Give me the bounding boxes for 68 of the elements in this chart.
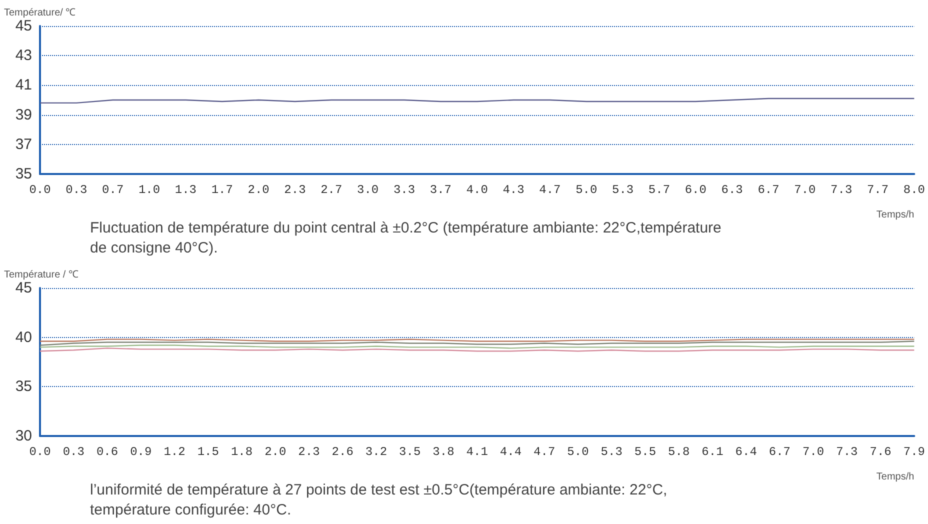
y-tick-label: 45 <box>15 18 32 34</box>
x-tick-label: 2.0 <box>248 183 270 197</box>
x-tick-label: 7.0 <box>802 445 824 459</box>
y-tick-label: 43 <box>15 47 32 64</box>
y-tick-label: 37 <box>15 136 32 153</box>
x-tick-label: 4.0 <box>466 183 488 197</box>
x-tick-label: 7.9 <box>903 445 926 459</box>
x-tick-label: 3.2 <box>365 445 388 459</box>
x-tick-label: 5.0 <box>576 183 598 197</box>
x-tick-label: 3.3 <box>393 183 416 197</box>
y-tick-label: 45 <box>15 280 32 296</box>
x-tick-label: 1.5 <box>197 445 219 459</box>
x-tick-label: 5.3 <box>600 445 622 459</box>
x-tick-label: 1.7 <box>211 183 233 197</box>
y-tick-label: 39 <box>15 106 32 124</box>
x-tick-label: 5.8 <box>668 445 690 459</box>
x-tick-label: 5.3 <box>612 183 634 197</box>
x-tick-label: 4.7 <box>534 445 556 459</box>
x-tick-label: 1.2 <box>164 445 186 459</box>
x-tick-label: 5.5 <box>634 445 656 459</box>
x-tick-label: 5.0 <box>567 445 589 459</box>
x-tick-label: 0.0 <box>29 445 51 459</box>
y-tick-label: 30 <box>15 428 32 444</box>
x-tick-label: 7.7 <box>866 183 889 197</box>
x-tick-label: 3.5 <box>399 445 421 459</box>
text: l’uniformité de température à 27 points de test est ±0.5°C(température ambiante: 22°C, température configurée: 40°C. <box>90 482 672 518</box>
x-tick-label: 6.3 <box>721 183 743 197</box>
x-tick-label: 5.7 <box>648 183 670 197</box>
x-tick-label: 6.0 <box>684 183 706 197</box>
x-tick-label: 1.8 <box>230 445 253 459</box>
x-tick-label: 1.0 <box>138 183 160 197</box>
y-tick-label: 35 <box>15 378 32 396</box>
x-tick-label: 0.3 <box>62 445 84 459</box>
x-axis-title: Temps/h <box>876 472 914 482</box>
x-tick-label: 7.6 <box>870 445 892 459</box>
x-tick-label: 2.3 <box>298 445 320 459</box>
x-tick-label: 2.3 <box>284 183 306 197</box>
x-tick-label: 2.6 <box>332 445 354 459</box>
x-tick-label: 0.3 <box>66 183 88 197</box>
x-tick-label: 0.0 <box>29 183 51 197</box>
x-tick-label: 3.8 <box>432 445 454 459</box>
x-tick-label: 7.3 <box>830 183 852 197</box>
x-tick-label: 4.3 <box>502 183 524 197</box>
x-tick-label: 7.3 <box>836 445 858 459</box>
x-tick-label: 0.9 <box>130 445 152 459</box>
x-tick-label: 2.0 <box>264 445 286 459</box>
y-tick-label: 40 <box>15 328 32 346</box>
y-axis-title: Température / ℃ <box>4 270 78 280</box>
x-tick-label: 4.4 <box>500 445 522 459</box>
x-tick-label: 3.0 <box>357 183 379 197</box>
x-tick-label: 0.6 <box>96 445 118 459</box>
x-tick-label: 1.3 <box>174 183 197 197</box>
x-tick-label: 2.7 <box>320 183 342 197</box>
x-tick-label: 6.7 <box>768 445 791 459</box>
text: Fluctuation de température du point central à ±0.2°C (température ambiante: 22°C,température de consigne 40°C). <box>90 220 726 256</box>
x-tick-label: 4.7 <box>539 183 561 197</box>
y-tick-label: 35 <box>15 166 32 182</box>
x-axis-title: Temps/h <box>876 210 914 220</box>
x-tick-label: 6.1 <box>702 445 724 459</box>
x-tick-label: 3.7 <box>430 183 452 197</box>
y-tick-label: 41 <box>15 76 32 94</box>
y-axis-title: Température/ ℃ <box>4 8 76 18</box>
x-tick-label: 6.7 <box>758 183 780 197</box>
x-tick-label: 7.0 <box>794 183 816 197</box>
x-tick-label: 8.0 <box>903 183 926 197</box>
x-tick-label: 0.7 <box>102 183 124 197</box>
x-tick-label: 6.4 <box>735 445 757 459</box>
x-tick-label: 4.1 <box>466 445 488 459</box>
